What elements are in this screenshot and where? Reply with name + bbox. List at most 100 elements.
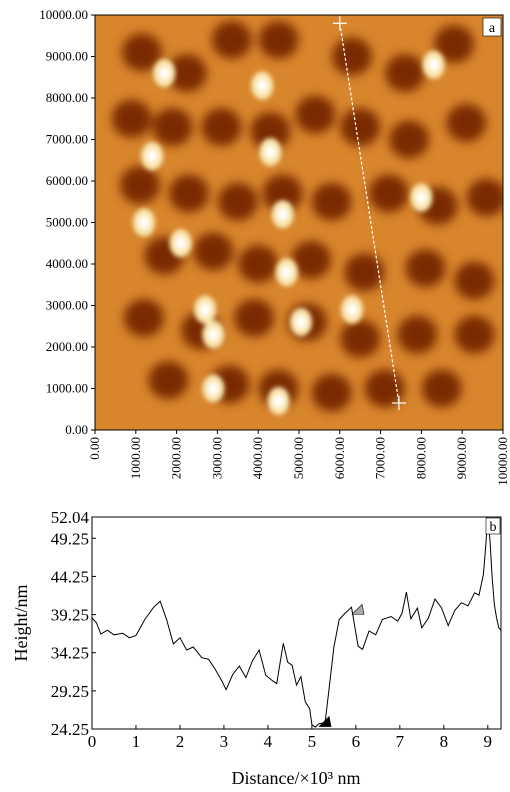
afm-pit-32 bbox=[234, 298, 275, 337]
profile-marker-1 bbox=[351, 603, 365, 615]
afm-pit-34 bbox=[340, 319, 381, 358]
a-y-tick-label-10: 10000.00 bbox=[39, 7, 88, 22]
b-x-tick-label-2: 2 bbox=[176, 732, 185, 751]
afm-bright-core-15 bbox=[257, 79, 268, 92]
afm-pit-9 bbox=[201, 108, 242, 147]
b-x-tick-label-0: 0 bbox=[88, 732, 97, 751]
profile-start-crosshair bbox=[332, 16, 347, 31]
profile-end-crosshair bbox=[391, 396, 406, 411]
a-x-tick-label-6: 6000.00 bbox=[332, 437, 347, 479]
afm-bright-core-6 bbox=[208, 328, 219, 341]
afm-pit-40 bbox=[311, 373, 352, 412]
afm-bright-core-4 bbox=[281, 266, 292, 279]
afm-pit-20 bbox=[368, 174, 409, 213]
a-x-tick-label-10: 10000.00 bbox=[495, 437, 510, 486]
a-x-tick-label-8: 8000.00 bbox=[413, 437, 428, 479]
afm-pit-6 bbox=[434, 25, 475, 64]
b-y-tick-label-2: 34.25 bbox=[51, 644, 89, 663]
b-y-tick-label-6: 52.04 bbox=[51, 508, 90, 527]
a-x-tick-label-2: 2000.00 bbox=[169, 437, 184, 479]
profile-marker-0 bbox=[318, 715, 332, 727]
afm-pit-7 bbox=[111, 99, 152, 138]
afm-pit-2 bbox=[211, 20, 252, 59]
afm-bright-core-0 bbox=[147, 150, 158, 163]
a-x-tick-label-3: 3000.00 bbox=[209, 437, 224, 479]
a-y-tick-label-0: 0.00 bbox=[65, 422, 88, 437]
afm-pit-12 bbox=[340, 108, 381, 147]
a-x-tick-label-9: 9000.00 bbox=[454, 437, 469, 479]
afm-pit-11 bbox=[295, 95, 336, 134]
profile-y-axis-label: Height/nm bbox=[11, 585, 31, 662]
b-x-tick-label-4: 4 bbox=[264, 732, 273, 751]
a-x-tick-label-0: 0.00 bbox=[87, 437, 102, 460]
afm-bright-core-2 bbox=[265, 145, 276, 158]
afm-pit-13 bbox=[389, 120, 430, 159]
b-x-tick-label-7: 7 bbox=[396, 732, 405, 751]
b-x-tick-label-5: 5 bbox=[308, 732, 317, 751]
afm-pit-41 bbox=[364, 369, 405, 408]
afm-pit-16 bbox=[168, 174, 209, 213]
afm-bright-core-12 bbox=[428, 58, 439, 71]
afm-pit-36 bbox=[454, 315, 495, 354]
afm-bright-core-14 bbox=[347, 303, 358, 316]
b-x-tick-label-1: 1 bbox=[132, 732, 141, 751]
afm-pit-14 bbox=[446, 103, 487, 142]
b-y-tick-label-0: 24.25 bbox=[51, 720, 89, 739]
profile-plot-frame bbox=[91, 516, 502, 730]
afm-pit-22 bbox=[466, 178, 503, 217]
afm-height-image-panel: 0.00 1000.00 2000.00 3000.00 4000.00 5000.00 6… bbox=[39, 7, 510, 486]
afm-pit-10 bbox=[250, 112, 291, 151]
afm-pit-8 bbox=[152, 108, 193, 147]
afm-bright-core-11 bbox=[175, 237, 186, 250]
panel-a-label-box bbox=[482, 17, 502, 37]
afm-pit-24 bbox=[193, 232, 234, 271]
profile-series-line bbox=[91, 517, 502, 728]
panel-b-label: b bbox=[490, 520, 497, 535]
a-y-tick-label-2: 2000.00 bbox=[46, 339, 88, 354]
afm-pit-28 bbox=[405, 249, 446, 288]
b-x-tick-label-6: 6 bbox=[352, 732, 361, 751]
b-y-tick-label-1: 29.25 bbox=[51, 682, 89, 701]
afm-pit-35 bbox=[397, 315, 438, 354]
afm-pit-42 bbox=[421, 369, 462, 408]
b-x-tick-label-8: 8 bbox=[440, 732, 449, 751]
afm-bright-core-9 bbox=[296, 316, 307, 329]
a-y-tick-label-7: 7000.00 bbox=[46, 132, 88, 147]
a-x-tick-label-7: 7000.00 bbox=[373, 437, 388, 479]
b-x-tick-label-3: 3 bbox=[220, 732, 229, 751]
a-y-tick-label-5: 5000.00 bbox=[46, 215, 88, 230]
afm-bright-core-7 bbox=[208, 382, 219, 395]
a-x-tick-label-5: 5000.00 bbox=[291, 437, 306, 479]
afm-pit-19 bbox=[311, 182, 352, 221]
afm-bright-core-8 bbox=[273, 394, 284, 407]
afm-pit-3 bbox=[258, 20, 299, 59]
afm-pit-15 bbox=[119, 166, 160, 205]
a-x-tick-label-1: 1000.00 bbox=[128, 437, 143, 479]
b-y-tick-label-5: 49.25 bbox=[51, 529, 89, 548]
afm-pit-37 bbox=[148, 361, 189, 400]
panel-b-label-box bbox=[485, 517, 501, 535]
afm-pit-29 bbox=[454, 261, 495, 300]
afm-pit-17 bbox=[217, 182, 258, 221]
afm-bright-core-3 bbox=[277, 208, 288, 221]
b-x-tick-label-9: 9 bbox=[484, 732, 493, 751]
a-y-tick-label-4: 4000.00 bbox=[46, 256, 88, 271]
profile-line bbox=[339, 23, 400, 404]
afm-pit-30 bbox=[123, 298, 164, 337]
afm-pit-4 bbox=[332, 37, 373, 76]
profile-x-axis-label: Distance/×10³ nm bbox=[231, 768, 360, 788]
a-y-tick-label-3: 3000.00 bbox=[46, 298, 88, 313]
a-y-tick-label-9: 9000.00 bbox=[46, 49, 88, 64]
afm-pit-26 bbox=[291, 240, 332, 279]
a-y-tick-label-1: 1000.00 bbox=[46, 381, 88, 396]
afm-bright-core-5 bbox=[200, 303, 211, 316]
afm-pit-0 bbox=[121, 33, 162, 72]
afm-pit-5 bbox=[385, 54, 426, 93]
a-x-tick-label-4: 4000.00 bbox=[250, 437, 265, 479]
b-y-tick-label-4: 44.25 bbox=[51, 567, 89, 586]
afm-bright-core-1 bbox=[159, 67, 170, 80]
b-y-tick-label-3: 39.25 bbox=[51, 606, 89, 625]
afm-pit-1 bbox=[166, 54, 207, 93]
afm-pit-25 bbox=[238, 245, 279, 283]
afm-pit-18 bbox=[262, 174, 303, 213]
